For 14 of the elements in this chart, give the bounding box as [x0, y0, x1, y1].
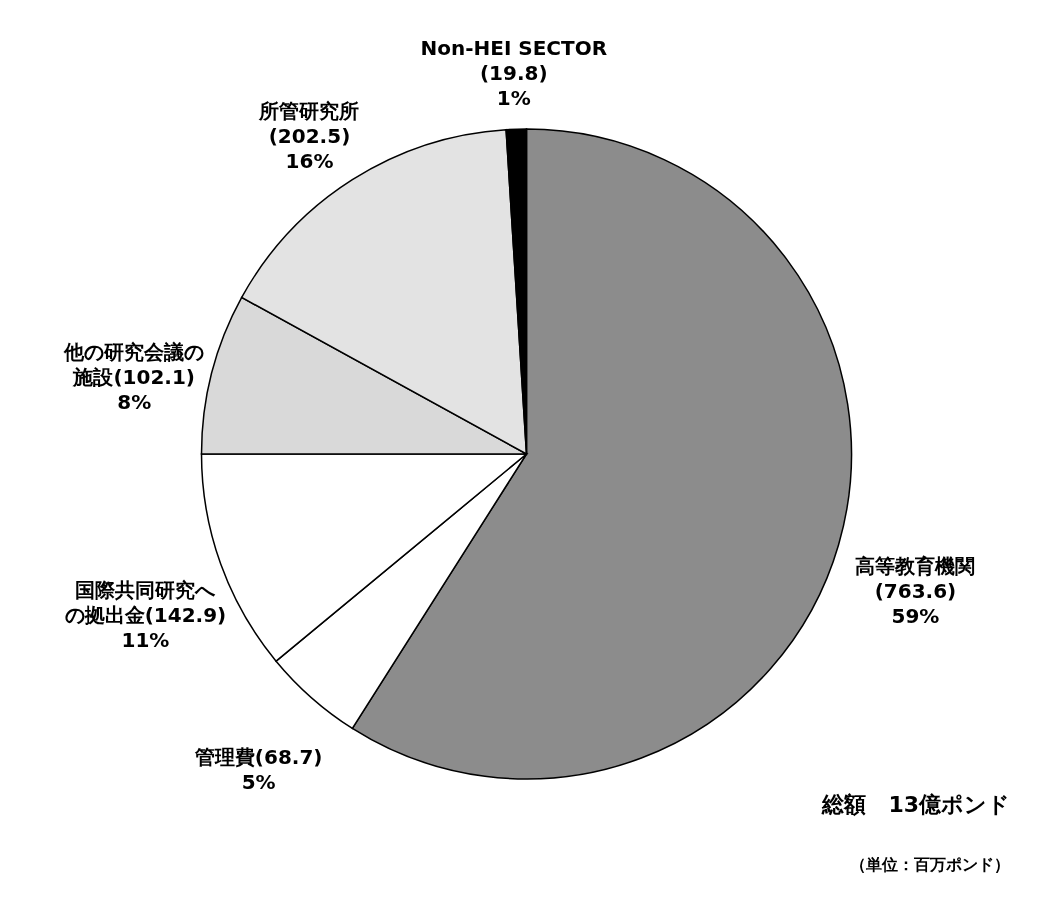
- data-label: 5%: [241, 769, 276, 794]
- slice-label: 所管研究所(202.5): [258, 99, 360, 149]
- text: 総額 13億ポンド: [821, 792, 1010, 817]
- slice-label: 国際共同研究への拠出金(142.9): [64, 578, 227, 628]
- slice-label: 管理費(68.7): [193, 744, 323, 769]
- data-label: 1%: [496, 86, 531, 111]
- slice-label: Non-HEI SECTOR(19.8): [420, 36, 608, 86]
- data-label: 16%: [285, 149, 334, 174]
- text: （単位：百万ポンド）: [850, 855, 1010, 874]
- slice-label: 他の研究会議の施設(102.1): [63, 340, 205, 390]
- data-label: 8%: [117, 390, 152, 415]
- slice-label: 高等教育機関(763.6): [855, 553, 976, 603]
- data-label: 11%: [121, 628, 170, 653]
- data-label: 59%: [891, 603, 940, 628]
